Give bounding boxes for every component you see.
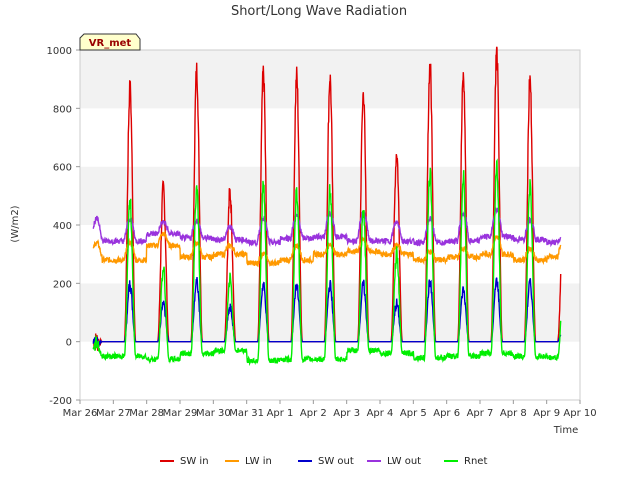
y-tick-label: 600 xyxy=(53,163,72,174)
legend-label-sw-in: SW in xyxy=(180,456,209,467)
x-tick-label: Mar 27 xyxy=(96,408,131,419)
x-tick-label: Apr 7 xyxy=(467,408,494,419)
legend-label-sw-out: SW out xyxy=(318,456,354,467)
legend-label-rnet: Rnet xyxy=(464,456,487,467)
chart-title: Short/Long Wave Radiation xyxy=(231,4,407,19)
x-tick-label: Apr 6 xyxy=(433,408,460,419)
grid-bands xyxy=(80,50,580,400)
x-tick-label: Mar 29 xyxy=(163,408,198,419)
y-axis-label: (W/m2) xyxy=(10,205,21,242)
badge-label: VR_met xyxy=(89,38,132,49)
series-layer xyxy=(92,46,562,367)
badge-box xyxy=(79,33,141,51)
y-tick-label: 200 xyxy=(53,279,72,290)
y-tick-label: 0 xyxy=(66,338,72,349)
series-line-lw-out xyxy=(92,207,562,248)
x-tick-label: Apr 2 xyxy=(300,408,327,419)
y-axis: -200 0 200 400 600 800 1000 xyxy=(47,46,80,407)
grid-band xyxy=(80,108,580,167)
x-tick-label: Apr 3 xyxy=(333,408,360,419)
x-tick-label: Apr 9 xyxy=(533,408,560,419)
y-tick-label: -200 xyxy=(49,396,72,407)
x-tick-label: Apr 8 xyxy=(500,408,527,419)
legend-label-lw-in: LW in xyxy=(245,456,272,467)
grid-band xyxy=(80,283,580,342)
x-tick-label: Apr 1 xyxy=(267,408,294,419)
station-badge: VR_met xyxy=(79,33,141,51)
y-tick-label: 1000 xyxy=(47,46,72,57)
x-tick-label: Apr 5 xyxy=(400,408,427,419)
x-tick-label: Mar 31 xyxy=(229,408,264,419)
x-tick-label: Mar 28 xyxy=(129,408,164,419)
x-axis-label: Time xyxy=(553,425,578,436)
x-tick-label: Mar 30 xyxy=(196,408,231,419)
legend: SW in LW in SW out LW out Rnet xyxy=(160,456,487,467)
series-line-rnet xyxy=(92,158,562,367)
y-tick-label: 400 xyxy=(53,221,72,232)
x-tick-label: Mar 26 xyxy=(63,408,98,419)
y-tick-label: 800 xyxy=(53,104,72,115)
legend-label-lw-out: LW out xyxy=(387,456,421,467)
x-tick-label: Apr 4 xyxy=(367,408,394,419)
x-tick-label: Apr 10 xyxy=(563,408,596,419)
grid-band xyxy=(80,341,580,400)
series-line-sw-out xyxy=(92,277,562,348)
